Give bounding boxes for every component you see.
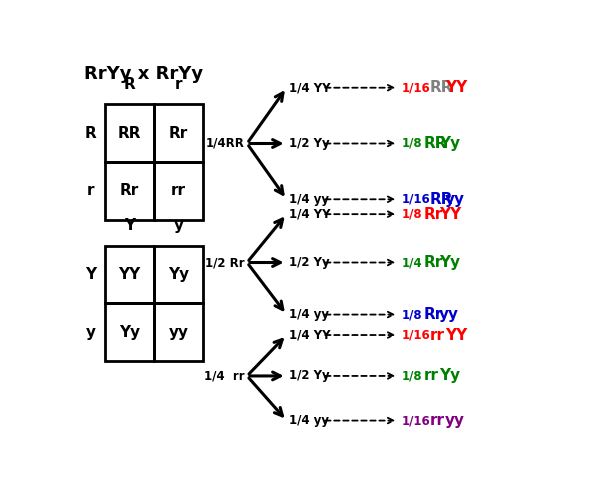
Text: 1/4: 1/4 [402,256,422,269]
Bar [154,246,203,303]
Bar [154,303,203,361]
Text: 1/2 Yy: 1/2 Yy [289,137,329,150]
Bar [105,162,154,220]
Text: yy: yy [169,325,188,340]
Text: R: R [85,126,97,141]
Bar [105,104,154,162]
Text: Y: Y [124,218,135,233]
Text: 1/2 Yy: 1/2 Yy [289,369,329,383]
Text: 1/16: 1/16 [402,81,431,94]
Text: Rr: Rr [169,126,188,141]
Text: yy: yy [439,307,459,322]
Text: 1/4 YY: 1/4 YY [289,328,331,341]
Text: Rr: Rr [424,255,443,270]
Text: Yy: Yy [439,136,460,151]
Text: yy: yy [445,413,465,428]
Text: Yy: Yy [119,325,140,340]
Text: rr: rr [171,184,186,199]
Text: 1/8: 1/8 [402,369,422,383]
Bar [154,104,203,162]
Text: Yy: Yy [439,255,460,270]
Text: 1/8: 1/8 [402,208,422,221]
Text: 1/4 yy: 1/4 yy [289,193,329,206]
Text: 1/16: 1/16 [402,328,431,341]
Text: yy: yy [445,192,465,207]
Text: YY: YY [445,327,467,342]
Text: 1/16: 1/16 [402,414,431,427]
Text: R: R [124,77,136,92]
Text: 1/2 Yy: 1/2 Yy [289,256,329,269]
Text: Rr: Rr [424,307,443,322]
Text: Yy: Yy [168,267,189,282]
Text: 1/4 YY: 1/4 YY [289,81,331,94]
Text: RrYy x RrYy: RrYy x RrYy [84,65,203,84]
Text: YY: YY [439,207,461,222]
Text: r: r [175,77,182,92]
Text: Y: Y [85,267,96,282]
Text: 1/4 yy: 1/4 yy [289,414,329,427]
Text: 1/2 Rr: 1/2 Rr [205,256,245,269]
Text: r: r [87,184,94,199]
Text: Rr: Rr [120,184,139,199]
Text: RR: RR [430,80,453,95]
Text: 1/4 YY: 1/4 YY [289,208,331,221]
Text: YY: YY [119,267,141,282]
Text: RR: RR [424,136,447,151]
Text: rr: rr [430,413,445,428]
Text: y: y [86,325,95,340]
Text: YY: YY [445,80,467,95]
Text: Rr: Rr [424,207,443,222]
Text: RR: RR [118,126,142,141]
Bar [105,303,154,361]
Text: 1/4  rr: 1/4 rr [204,369,245,383]
Text: 1/4RR: 1/4RR [206,137,245,150]
Text: 1/4 yy: 1/4 yy [289,308,329,321]
Text: 1/8: 1/8 [402,137,422,150]
Bar [154,162,203,220]
Text: rr: rr [430,327,445,342]
Text: rr: rr [424,369,439,384]
Text: y: y [173,218,184,233]
Text: Yy: Yy [439,369,460,384]
Text: RR: RR [430,192,453,207]
Bar [105,246,154,303]
Text: 1/8: 1/8 [402,308,422,321]
Text: 1/16: 1/16 [402,193,431,206]
